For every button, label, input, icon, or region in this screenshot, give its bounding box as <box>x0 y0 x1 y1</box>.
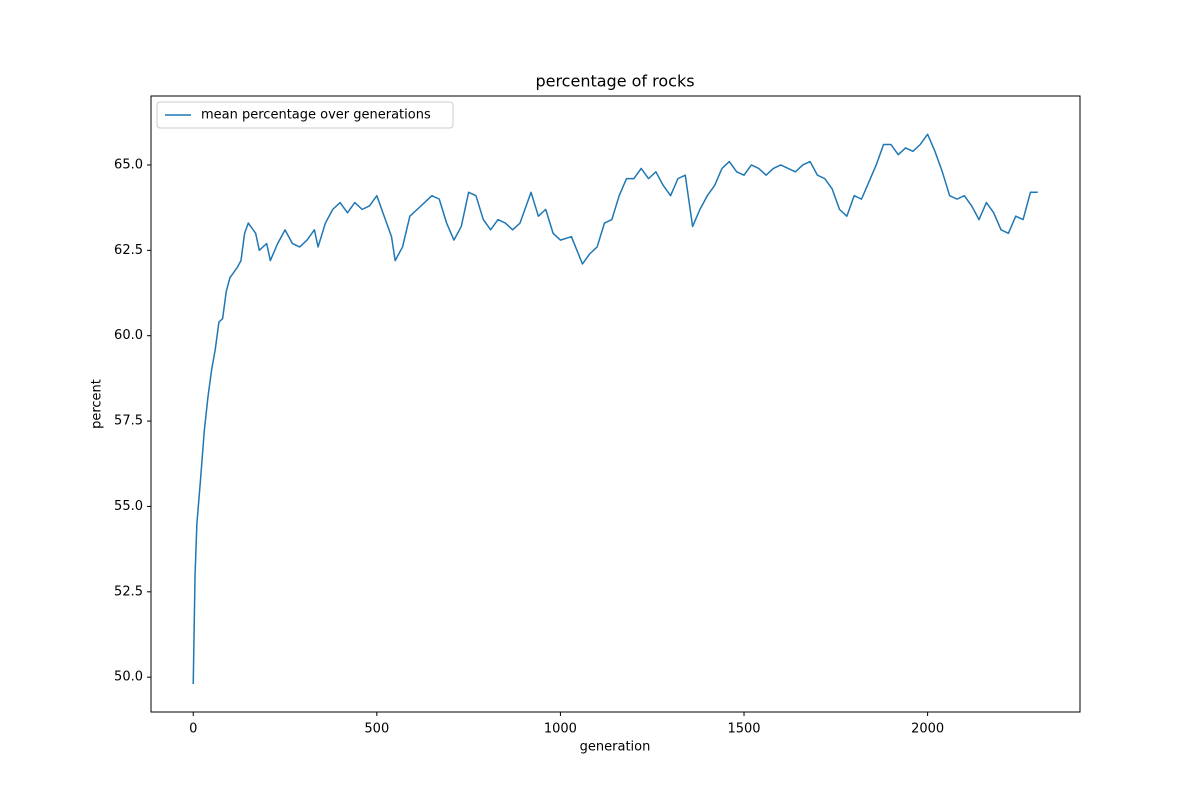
y-tick-label: 52.5 <box>114 584 143 599</box>
chart-title: percentage of rocks <box>535 72 694 91</box>
x-tick-label: 500 <box>364 722 389 737</box>
legend-box <box>156 101 454 129</box>
x-tick-label: 1000 <box>544 722 577 737</box>
y-axis-label: percent <box>90 379 105 429</box>
y-tick-label: 57.5 <box>114 414 143 429</box>
y-tick-label: 60.0 <box>114 328 143 343</box>
y-tick-label: 65.0 <box>114 157 143 172</box>
x-axis-label: generation <box>580 740 651 755</box>
x-tick-label: 0 <box>189 722 197 737</box>
y-tick-label: 55.0 <box>114 499 143 514</box>
x-tick-label: 2000 <box>911 722 944 737</box>
y-tick-label: 50.0 <box>114 670 143 685</box>
plot-frame <box>150 95 1081 713</box>
legend-label: mean percentage over generations <box>201 108 431 123</box>
y-tick-label: 62.5 <box>114 243 143 258</box>
x-tick-label: 1500 <box>727 722 760 737</box>
data-line <box>192 133 1038 685</box>
